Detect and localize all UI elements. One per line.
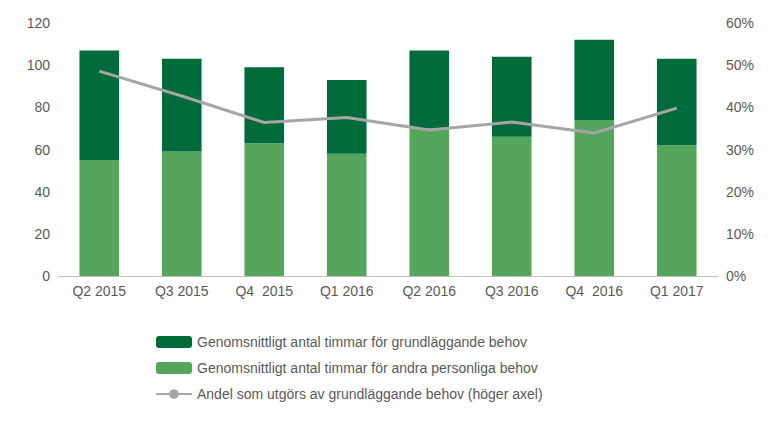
svg-text:120: 120 bbox=[27, 15, 51, 31]
svg-text:Genomsnittligt antal timmar fö: Genomsnittligt antal timmar för andra pe… bbox=[197, 360, 538, 376]
svg-text:Q4 2016: Q4 2016 bbox=[565, 283, 623, 299]
svg-text:40: 40 bbox=[34, 184, 50, 200]
svg-text:60: 60 bbox=[34, 142, 50, 158]
svg-text:10%: 10% bbox=[726, 226, 754, 242]
svg-text:60%: 60% bbox=[726, 15, 754, 31]
svg-text:100: 100 bbox=[27, 57, 51, 73]
svg-text:20: 20 bbox=[34, 226, 50, 242]
svg-text:Q3 2016: Q3 2016 bbox=[485, 283, 539, 299]
svg-text:Q2 2015: Q2 2015 bbox=[72, 283, 126, 299]
svg-text:Q4 2015: Q4 2015 bbox=[235, 283, 293, 299]
svg-text:Q2 2016: Q2 2016 bbox=[402, 283, 456, 299]
svg-text:0%: 0% bbox=[726, 268, 746, 284]
svg-text:30%: 30% bbox=[726, 142, 754, 158]
svg-text:50%: 50% bbox=[726, 57, 754, 73]
svg-text:40%: 40% bbox=[726, 99, 754, 115]
svg-text:Andel som utgörs av grundlägga: Andel som utgörs av grundläggande behov … bbox=[197, 386, 543, 402]
svg-text:Genomsnittligt antal timmar fö: Genomsnittligt antal timmar för grundläg… bbox=[197, 334, 527, 350]
svg-text:Q3 2015: Q3 2015 bbox=[155, 283, 209, 299]
svg-text:0: 0 bbox=[42, 268, 50, 284]
svg-text:Q1 2017: Q1 2017 bbox=[650, 283, 704, 299]
svg-text:80: 80 bbox=[34, 99, 50, 115]
svg-text:20%: 20% bbox=[726, 184, 754, 200]
svg-text:Q1 2016: Q1 2016 bbox=[320, 283, 374, 299]
